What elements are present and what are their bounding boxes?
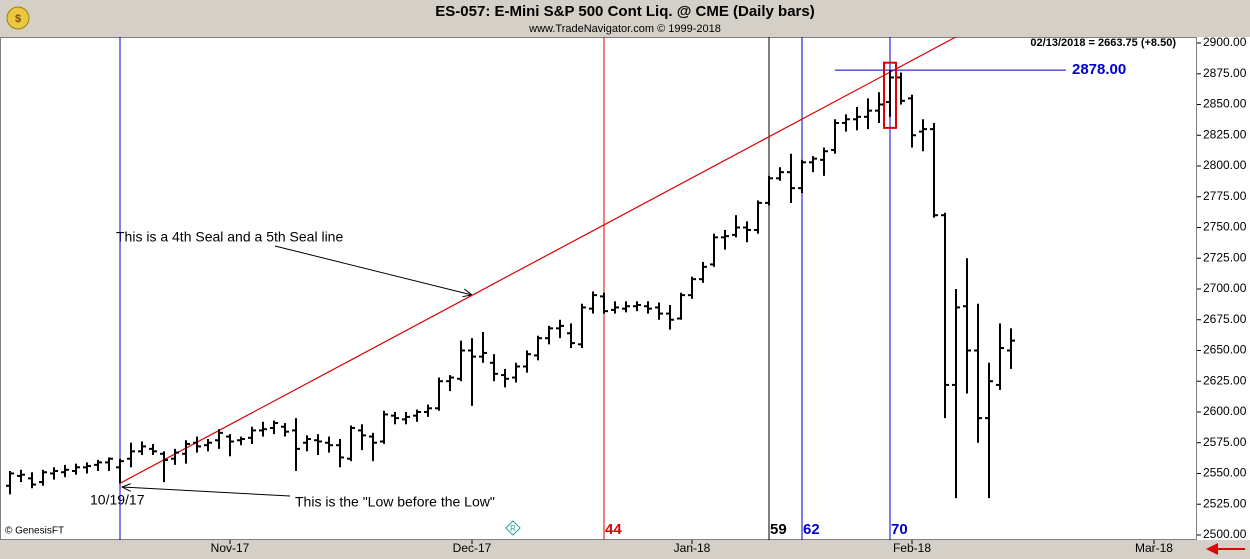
credit: © GenesisFT xyxy=(5,526,64,537)
y-tick-label: 2600.00 xyxy=(1203,404,1247,418)
header-bar xyxy=(0,0,1250,37)
y-tick-label: 2625.00 xyxy=(1203,373,1247,387)
highlight-box xyxy=(882,61,897,129)
price-label: 2878.00 xyxy=(1072,61,1126,78)
x-tick-label: Jan-18 xyxy=(674,541,711,555)
y-tick-label: 2575.00 xyxy=(1203,435,1247,449)
r-icon[interactable]: R xyxy=(505,520,521,536)
x-tick-label: Dec-17 xyxy=(453,541,492,555)
logo: $ xyxy=(6,6,30,30)
annotation-arrow xyxy=(122,487,291,497)
y-tick-label: 2850.00 xyxy=(1203,97,1247,111)
y-tick-label: 2525.00 xyxy=(1203,496,1247,510)
y-tick-label: 2700.00 xyxy=(1203,281,1247,295)
y-tick-label: 2750.00 xyxy=(1203,220,1247,234)
y-tick-label: 2775.00 xyxy=(1203,189,1247,203)
y-tick-label: 2725.00 xyxy=(1203,250,1247,264)
plot: 44 59 62 70 2878.00 xyxy=(6,37,1126,540)
y-tick-label: 2825.00 xyxy=(1203,127,1247,141)
svg-text:$: $ xyxy=(15,13,21,25)
annotation-arrow xyxy=(274,245,472,295)
y-tick-label: 2800.00 xyxy=(1203,158,1247,172)
cycle-label: 44 xyxy=(605,521,622,538)
y-tick-label: 2650.00 xyxy=(1203,343,1247,357)
cycle-label: 59 xyxy=(770,521,787,538)
y-tick-label: 2550.00 xyxy=(1203,466,1247,480)
plot-frame xyxy=(0,37,1197,540)
x-tick-label: Nov-17 xyxy=(211,541,250,555)
cycle-label: 70 xyxy=(891,521,908,538)
y-tick-label: 2900.00 xyxy=(1203,35,1247,49)
cycle-label: 62 xyxy=(803,521,820,538)
y-tick-label: 2875.00 xyxy=(1203,66,1247,80)
annotation: This is the "Low before the Low" xyxy=(295,494,495,510)
svg-text:R: R xyxy=(510,524,516,533)
subtitle: www.TradeNavigator.com © 1999-2018 xyxy=(528,23,721,35)
trend-line xyxy=(119,37,957,484)
chart-title: ES-057: E-Mini S&P 500 Cont Liq. @ CME (… xyxy=(435,3,814,20)
annotation: 10/19/17 xyxy=(90,492,145,508)
last-quote: 02/13/2018 = 2663.75 (+8.50) xyxy=(1030,37,1176,49)
y-tick-label: 2500.00 xyxy=(1203,527,1247,541)
x-tick-label: Feb-18 xyxy=(893,541,931,555)
x-axis-bar xyxy=(0,540,1250,559)
y-tick-label: 2675.00 xyxy=(1203,312,1247,326)
scroll-arrow[interactable] xyxy=(1206,543,1245,555)
annotation: This is a 4th Seal and a 5th Seal line xyxy=(116,229,343,245)
x-tick-label: Mar-18 xyxy=(1135,541,1173,555)
